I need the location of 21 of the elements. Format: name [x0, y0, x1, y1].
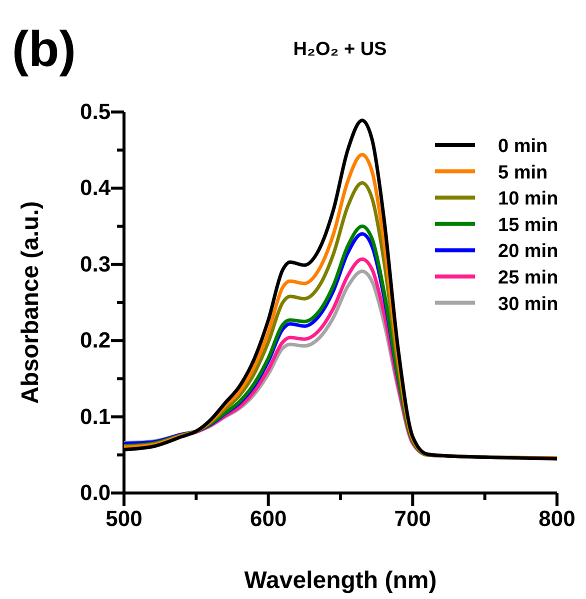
legend-label: 15 min	[498, 214, 558, 236]
y-tick-label: 0.1	[80, 404, 111, 429]
y-tick-label: 0.3	[80, 251, 111, 276]
legend-label: 5 min	[498, 162, 548, 184]
x-tick-label: 500	[106, 506, 142, 532]
y-tick-label: 0.2	[80, 328, 111, 353]
legend-label: 10 min	[498, 188, 558, 210]
y-axis-title: Absorbance (a.u.)	[17, 201, 44, 404]
x-tick-label: 600	[250, 506, 287, 532]
text: (b)	[12, 21, 76, 77]
y-tick-label: 0.0	[80, 480, 111, 506]
chart-title: H₂O₂ + US	[293, 39, 387, 60]
legend-label: 20 min	[498, 241, 558, 262]
x-tick-label: 800	[538, 506, 576, 532]
legend-label: 0 min	[498, 136, 548, 157]
x-tick-label: 700	[394, 506, 432, 532]
legend-label: 25 min	[498, 268, 558, 288]
y-tick-label: 0.4	[80, 175, 112, 200]
legend-label: 30 min	[498, 294, 558, 315]
x-axis-title: Wavelength (nm)	[244, 567, 437, 594]
y-tick-label: 0.5	[80, 99, 111, 124]
